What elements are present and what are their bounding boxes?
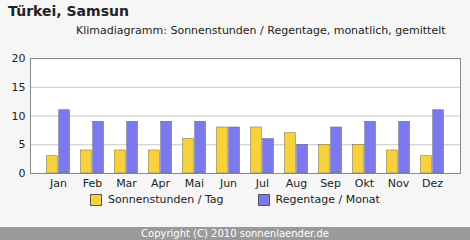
svg-text:Feb: Feb <box>83 177 102 190</box>
svg-text:Nov: Nov <box>388 177 410 190</box>
svg-text:Jun: Jun <box>219 177 237 190</box>
svg-text:10: 10 <box>12 110 26 123</box>
html-text:Copyright (C) 2010 sonnenlaend: Copyright (C) 2010 sonnenlaender.de <box>141 228 329 239</box>
svg-text:Okt: Okt <box>355 177 375 190</box>
svg-text:Aug: Aug <box>286 177 307 190</box>
svg-text:Dez: Dez <box>422 177 443 190</box>
svg-text:15: 15 <box>12 81 26 94</box>
svg-text:Jul: Jul <box>255 177 269 190</box>
svg-text:Mar: Mar <box>116 177 137 190</box>
html-text:Sonnenstunden / Tag: Sonnenstunden / Tag <box>108 193 224 206</box>
html-text:Türkei, Samsun: Türkei, Samsun <box>8 3 129 19</box>
html-text:Regentage / Monat: Regentage / Monat <box>275 193 380 206</box>
svg-text:Jan: Jan <box>49 177 67 190</box>
html-text:Klimadiagramm: Sonnenstunden /: Klimadiagramm: Sonnenstunden / Regentage… <box>76 24 446 37</box>
svg-text:Apr: Apr <box>151 177 171 190</box>
svg-text:5: 5 <box>19 138 26 151</box>
svg-text:Sep: Sep <box>320 177 341 190</box>
svg-text:0: 0 <box>19 167 26 180</box>
svg-text:20: 20 <box>12 52 26 65</box>
svg-text:Mai: Mai <box>185 177 204 190</box>
